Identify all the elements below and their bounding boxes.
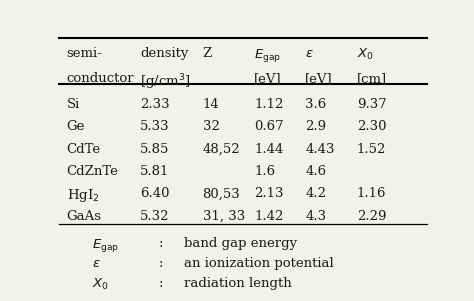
- Text: HgI$_2$: HgI$_2$: [66, 188, 99, 204]
- Text: 1.16: 1.16: [357, 188, 386, 200]
- Text: 1.44: 1.44: [254, 142, 283, 156]
- Text: $E_{\mathrm{gap}}$: $E_{\mathrm{gap}}$: [92, 237, 119, 254]
- Text: 48,52: 48,52: [202, 142, 240, 156]
- Text: 80,53: 80,53: [202, 188, 240, 200]
- Text: 32: 32: [202, 120, 219, 133]
- Text: 1.6: 1.6: [254, 165, 275, 178]
- Text: 4.2: 4.2: [305, 188, 327, 200]
- Text: Ge: Ge: [66, 120, 85, 133]
- Text: :: :: [158, 237, 163, 250]
- Text: :: :: [158, 257, 163, 270]
- Text: band gap energy: band gap energy: [184, 237, 297, 250]
- Text: 4.3: 4.3: [305, 210, 327, 223]
- Text: [eV]: [eV]: [305, 72, 333, 85]
- Text: 5.33: 5.33: [140, 120, 170, 133]
- Text: 6.40: 6.40: [140, 188, 170, 200]
- Text: an ionization potential: an ionization potential: [184, 257, 334, 270]
- Text: [cm]: [cm]: [357, 72, 387, 85]
- Text: 3.6: 3.6: [305, 98, 327, 110]
- Text: 1.42: 1.42: [254, 210, 283, 223]
- Text: density: density: [140, 47, 189, 60]
- Text: 4.43: 4.43: [305, 142, 335, 156]
- Text: 9.37: 9.37: [357, 98, 387, 110]
- Text: :: :: [158, 277, 163, 290]
- Text: 5.85: 5.85: [140, 142, 169, 156]
- Text: 1.52: 1.52: [357, 142, 386, 156]
- Text: 5.81: 5.81: [140, 165, 169, 178]
- Text: $X_0$: $X_0$: [92, 277, 109, 292]
- Text: Z: Z: [202, 47, 212, 60]
- Text: radiation length: radiation length: [184, 277, 292, 290]
- Text: CdTe: CdTe: [66, 142, 100, 156]
- Text: 1.12: 1.12: [254, 98, 283, 110]
- Text: 2.30: 2.30: [357, 120, 386, 133]
- Text: 14: 14: [202, 98, 219, 110]
- Text: 31, 33: 31, 33: [202, 210, 245, 223]
- Text: semi-: semi-: [66, 47, 102, 60]
- Text: conductor: conductor: [66, 72, 134, 85]
- Text: GaAs: GaAs: [66, 210, 101, 223]
- Text: CdZnTe: CdZnTe: [66, 165, 118, 178]
- Text: 0.67: 0.67: [254, 120, 283, 133]
- Text: [g/cm$^3$]: [g/cm$^3$]: [140, 72, 191, 92]
- Text: 2.29: 2.29: [357, 210, 386, 223]
- Text: 2.33: 2.33: [140, 98, 170, 110]
- Text: 2.13: 2.13: [254, 188, 283, 200]
- Text: $E_{\mathrm{gap}}$: $E_{\mathrm{gap}}$: [254, 47, 281, 64]
- Text: $X_0$: $X_0$: [357, 47, 374, 62]
- Text: [eV]: [eV]: [254, 72, 282, 85]
- Text: $\epsilon$: $\epsilon$: [305, 47, 314, 60]
- Text: 4.6: 4.6: [305, 165, 327, 178]
- Text: 5.32: 5.32: [140, 210, 170, 223]
- Text: 2.9: 2.9: [305, 120, 327, 133]
- Text: Si: Si: [66, 98, 80, 110]
- Text: $\epsilon$: $\epsilon$: [92, 257, 101, 270]
